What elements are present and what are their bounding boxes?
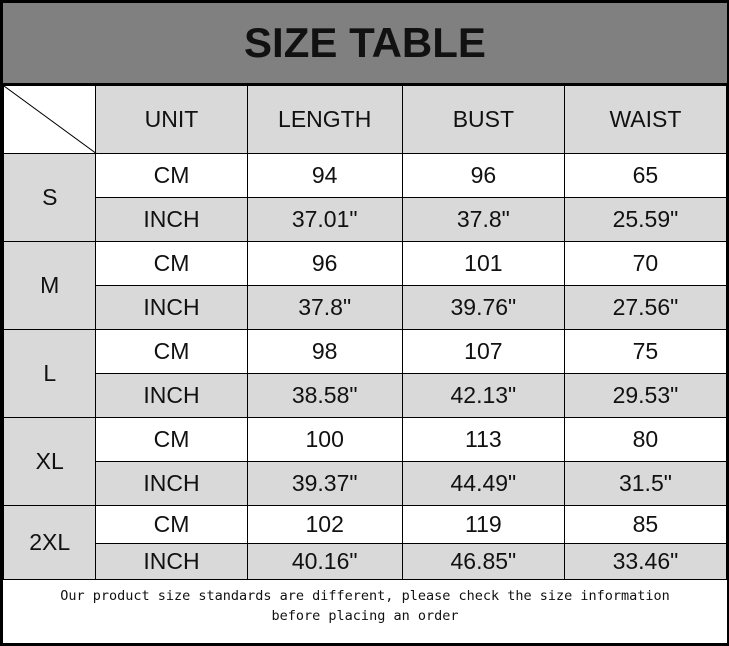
size-label: M (3, 241, 97, 330)
size-label: L (3, 329, 97, 418)
bust-cell: 37.8" (401, 197, 565, 242)
bust-cell: 113 (401, 417, 565, 462)
table-row: XL CM 100 113 80 (3, 417, 727, 506)
waist-cell: 85 (563, 505, 727, 544)
waist-cell: 29.53" (563, 373, 727, 418)
corner-diagonal-cell (3, 85, 97, 154)
bust-cell: 42.13" (401, 373, 565, 418)
bust-cell: 44.49" (401, 461, 565, 506)
bust-cell: 119 (401, 505, 565, 544)
header-unit: UNIT (95, 85, 248, 154)
bust-cell: 39.76" (401, 285, 565, 330)
bust-cell: 46.85" (401, 543, 565, 580)
table-row: INCH 40.16" 46.85" 33.46" (4, 543, 727, 580)
waist-cell: 65 (563, 153, 727, 198)
page-title: SIZE TABLE (3, 3, 727, 85)
diagonal-line (4, 86, 97, 154)
length-cell: 98 (246, 329, 403, 374)
unit-cell: CM (95, 417, 248, 462)
waist-cell: 33.46" (563, 543, 727, 580)
waist-cell: 75 (563, 329, 727, 374)
footer-line-1: Our product size standards are different… (60, 588, 670, 604)
length-cell: 39.37" (246, 461, 403, 506)
table-row: L CM 98 107 75 (3, 329, 727, 418)
table-row: 2XL CM 102 119 85 (3, 505, 727, 580)
bust-cell: 101 (401, 241, 565, 286)
header-length: LENGTH (246, 85, 403, 154)
unit-cell: INCH (95, 461, 248, 506)
waist-cell: 27.56" (563, 285, 727, 330)
table-row: M CM 96 101 70 (3, 241, 727, 330)
unit-cell: CM (95, 153, 248, 198)
waist-cell: 70 (563, 241, 727, 286)
size-label: XL (3, 417, 97, 506)
waist-cell: 80 (563, 417, 727, 462)
length-cell: 37.8" (246, 285, 403, 330)
waist-cell: 25.59" (563, 197, 727, 242)
length-cell: 40.16" (246, 543, 403, 580)
size-label: 2XL (3, 505, 97, 580)
header-row: UNIT LENGTH BUST WAIST (3, 85, 727, 154)
table-row: INCH 37.8" 39.76" 27.56" (4, 285, 727, 330)
footer-line-2: before placing an order (271, 608, 459, 624)
unit-cell: INCH (95, 285, 248, 330)
length-cell: 96 (246, 241, 403, 286)
size-table: UNIT LENGTH BUST WAIST S CM 94 96 65 INCH 37.0… (3, 85, 727, 580)
waist-cell: 31.5" (563, 461, 727, 506)
length-cell: 37.01" (246, 197, 403, 242)
table-row: INCH 37.01" 37.8" 25.59" (4, 197, 727, 242)
unit-cell: INCH (95, 543, 248, 580)
length-cell: 102 (246, 505, 403, 544)
length-cell: 94 (246, 153, 403, 198)
unit-cell: CM (95, 329, 248, 374)
header-bust: BUST (401, 85, 565, 154)
unit-cell: CM (95, 505, 248, 544)
length-cell: 100 (246, 417, 403, 462)
bust-cell: 107 (401, 329, 565, 374)
table-row: INCH 38.58" 42.13" 29.53" (4, 373, 727, 418)
unit-cell: INCH (95, 373, 248, 418)
unit-cell: INCH (95, 197, 248, 242)
table-row: INCH 39.37" 44.49" 31.5" (4, 461, 727, 506)
header-waist: WAIST (563, 85, 727, 154)
size-label: S (3, 153, 97, 242)
table-row: S CM 94 96 65 (3, 153, 727, 242)
length-cell: 38.58" (246, 373, 403, 418)
unit-cell: CM (95, 241, 248, 286)
bust-cell: 96 (401, 153, 565, 198)
footer-note: Our product size standards are different… (3, 579, 727, 643)
